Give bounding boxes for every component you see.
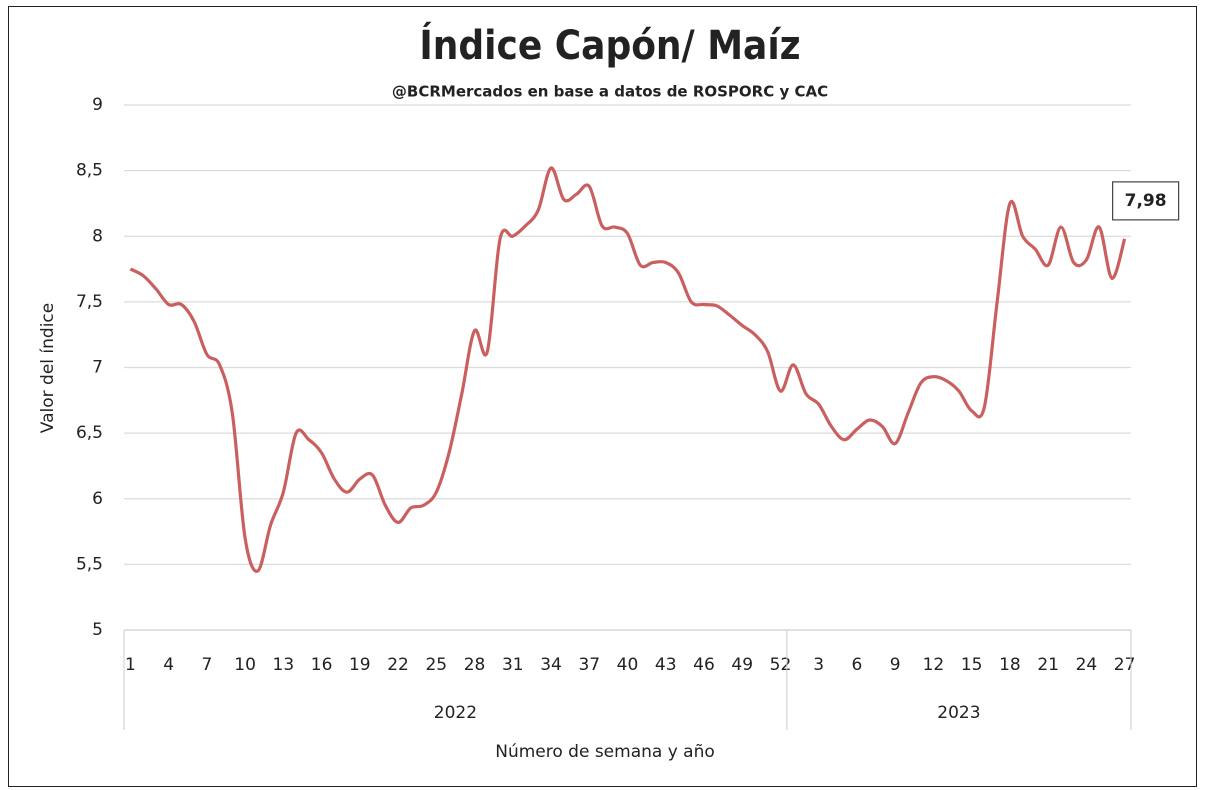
frame — [8, 6, 1197, 787]
y-tick-label: 6,5 — [76, 423, 103, 443]
y-tick-label: 8 — [92, 226, 103, 246]
x-tick-label: 28 — [464, 655, 486, 675]
x-tick-label: 46 — [693, 655, 715, 675]
x-tick-label: 22 — [387, 655, 409, 675]
x-tick-label: 6 — [852, 655, 863, 675]
group-label: 2022 — [434, 703, 477, 723]
data-line — [129, 166, 1127, 573]
x-tick-label: 27 — [1114, 655, 1136, 675]
group-label: 2023 — [937, 703, 980, 723]
chart-title: Índice Capón/ Maíz — [419, 21, 800, 69]
y-tick-label: 5 — [92, 620, 103, 640]
y-tick-label: 5,5 — [76, 554, 103, 574]
data-label: 7,98 — [1125, 191, 1167, 211]
x-tick-label: 49 — [731, 655, 753, 675]
x-tick-label: 19 — [349, 655, 371, 675]
data-label-box — [1112, 181, 1180, 221]
x-tick-label: 7 — [201, 655, 212, 675]
x-tick-label: 24 — [1076, 655, 1098, 675]
y-tick-label: 6 — [92, 489, 103, 509]
x-tick-label: 15 — [961, 655, 983, 675]
y-tick-label: 9 — [92, 95, 103, 115]
x-axis-label: Número de semana y año — [495, 742, 715, 762]
y-tick-label: 8,5 — [76, 161, 103, 181]
chart-subtitle: @BCRMercados en base a datos de ROSPORC … — [392, 83, 828, 101]
x-tick-label: 40 — [617, 655, 639, 675]
x-tick-label: 16 — [311, 655, 333, 675]
x-tick-label: 34 — [540, 655, 562, 675]
y-tick-label: 7,5 — [76, 292, 103, 312]
x-tick-label: 37 — [578, 655, 600, 675]
x-tick-label: 12 — [923, 655, 945, 675]
x-tick-label: 18 — [999, 655, 1021, 675]
x-tick-label: 21 — [1037, 655, 1059, 675]
x-tick-label: 52 — [770, 655, 792, 675]
y-axis-label: Valor del índice — [38, 303, 58, 433]
x-tick-label: 3 — [813, 655, 824, 675]
x-tick-label: 31 — [502, 655, 524, 675]
x-tick-label: 25 — [425, 655, 447, 675]
x-tick-label: 43 — [655, 655, 677, 675]
x-tick-label: 1 — [125, 655, 136, 675]
x-tick-label: 10 — [234, 655, 256, 675]
x-tick-label: 9 — [890, 655, 901, 675]
x-tick-label: 4 — [163, 655, 174, 675]
x-tick-label: 13 — [273, 655, 295, 675]
y-tick-label: 7 — [92, 358, 103, 378]
